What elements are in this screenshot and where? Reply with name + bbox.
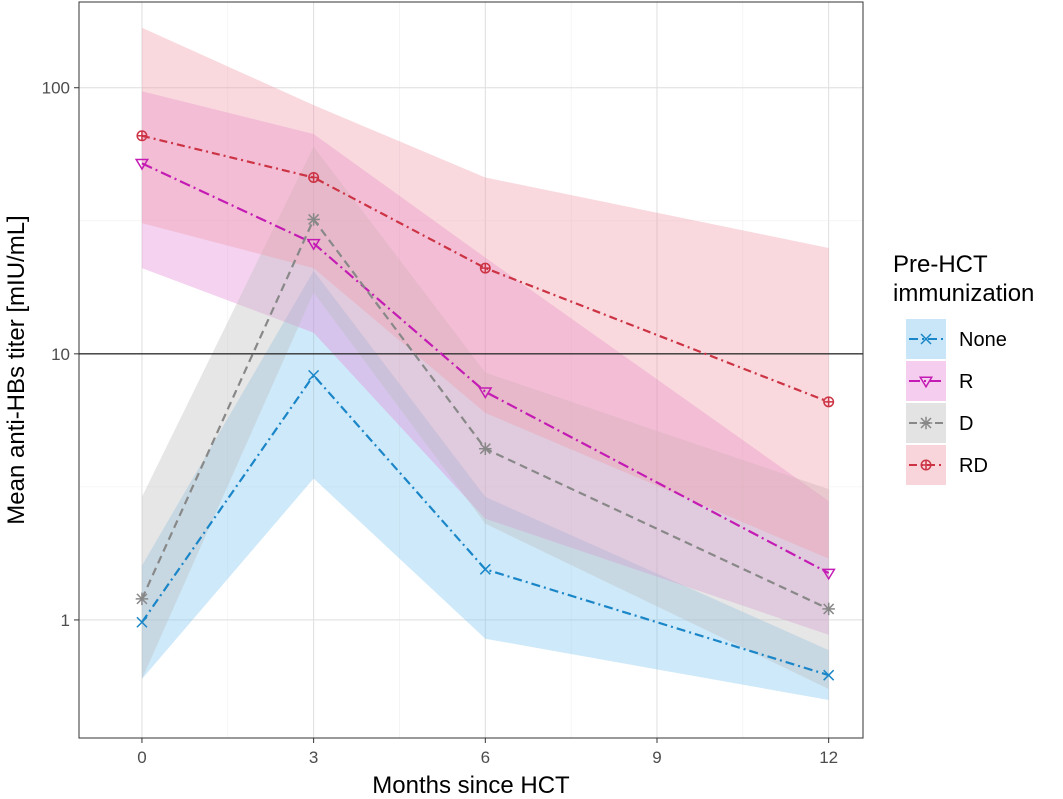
line-r [141, 162, 830, 575]
x-tick-label: 9 [652, 748, 661, 767]
legend-key-rd [906, 445, 946, 485]
point-r [821, 568, 836, 581]
legend-marker [920, 333, 932, 345]
legend-key-none [906, 319, 946, 359]
panel-border [78, 1, 864, 739]
point-rd [136, 130, 148, 142]
point-none [479, 563, 491, 575]
x-tick-label: 0 [137, 748, 146, 767]
y-axis-label: Mean anti-HBs titer [mIU/mL] [3, 215, 30, 524]
point-r [306, 238, 321, 251]
legend-marker [918, 376, 934, 389]
legend-label-rd: RD [959, 455, 988, 477]
band-none [141, 270, 829, 701]
legend: Pre-HCT immunization None RD RD [893, 251, 1034, 485]
point-none [823, 669, 835, 681]
x-tick-label: 6 [481, 748, 490, 767]
point-none [308, 369, 320, 381]
line-d [140, 217, 830, 610]
band-rd [141, 27, 829, 559]
band-d [141, 146, 829, 690]
point-r [134, 158, 150, 171]
legend-title-line: Pre-HCT [893, 251, 988, 278]
point-d [135, 592, 149, 606]
legend-key-d [906, 403, 946, 443]
point-rd [479, 262, 491, 274]
point-d [479, 442, 492, 455]
confidence-bands [141, 27, 829, 701]
legend-key-r [906, 361, 946, 401]
legend-marker [919, 416, 933, 430]
x-tick-label: 3 [309, 748, 318, 767]
x-tick-label: 12 [819, 748, 838, 767]
legend-label-d: D [959, 413, 973, 435]
legend-marker [920, 459, 932, 471]
y-tick-label: 1 [61, 611, 70, 630]
legend-title-line: immunization [893, 280, 1034, 307]
axis-ticks: 0 3 6 9 12 1 10 100 [42, 79, 839, 767]
point-r [478, 387, 493, 399]
series-markers [134, 130, 836, 681]
x-axis-label: Months since HCT [372, 772, 570, 799]
y-tick-label: 100 [42, 79, 70, 98]
legend-label-none: None [959, 329, 1007, 351]
legend-label-r: R [959, 371, 973, 393]
legend-title: Pre-HCT immunization [893, 251, 1034, 307]
point-d [822, 602, 835, 616]
line-rd [141, 134, 830, 403]
point-rd [823, 396, 835, 408]
y-tick-label: 10 [51, 345, 70, 364]
band-r [141, 91, 829, 635]
point-d [307, 213, 320, 226]
series-lines [140, 134, 830, 677]
point-rd [308, 171, 320, 183]
point-none [136, 616, 148, 628]
